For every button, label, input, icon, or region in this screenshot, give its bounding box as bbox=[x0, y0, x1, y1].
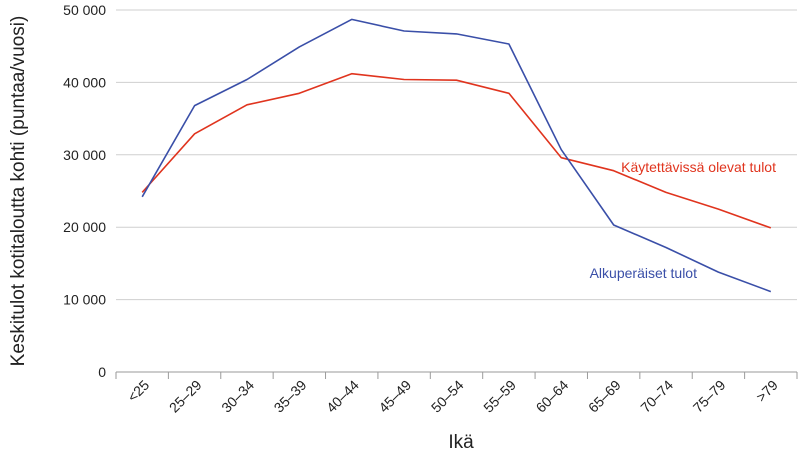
y-axis-ticks: 0 10 000 20 000 30 000 40 000 50 000 bbox=[63, 2, 106, 380]
x-tick-label: 40–44 bbox=[323, 377, 362, 416]
series-line bbox=[141, 18, 772, 293]
y-tick-label: 40 000 bbox=[63, 74, 106, 90]
y-tick-label: 30 000 bbox=[63, 147, 106, 163]
x-tick-label: >79 bbox=[753, 377, 781, 405]
series-label: Alkuperäiset tulot bbox=[590, 265, 698, 281]
y-tick-label: 0 bbox=[98, 364, 106, 380]
x-tick-label: 50–54 bbox=[428, 377, 467, 416]
y-axis-title: Keskitulot kotitaloutta kohti (puntaa/vu… bbox=[8, 16, 29, 367]
x-tick-label: <25 bbox=[124, 377, 152, 405]
x-tick-label: 60–64 bbox=[533, 377, 572, 416]
series-lines bbox=[141, 18, 772, 293]
x-tick-label: 30–34 bbox=[218, 377, 257, 416]
x-tick-label: 70–74 bbox=[637, 377, 676, 416]
x-tick-label: 25–29 bbox=[166, 377, 205, 416]
series-line bbox=[141, 72, 772, 229]
x-axis: <25 25–29 30–34 35–39 40–44 45–49 50–54 55–59 60… bbox=[115, 372, 798, 416]
y-tick-label: 10 000 bbox=[63, 292, 106, 308]
x-tick-label: 65–69 bbox=[585, 377, 624, 416]
x-tick-label: 35–39 bbox=[271, 377, 310, 416]
x-tick-label: 45–49 bbox=[375, 377, 414, 416]
gridlines bbox=[116, 9, 797, 373]
series-label: Käytettävissä olevat tulot bbox=[621, 159, 776, 175]
x-tick-label: 75–79 bbox=[690, 377, 729, 416]
y-tick-label: 20 000 bbox=[63, 219, 106, 235]
y-tick-label: 50 000 bbox=[63, 2, 106, 18]
x-tick-label: 55–59 bbox=[480, 377, 519, 416]
x-axis-title: Ikä bbox=[448, 432, 474, 453]
series-labels: Käytettävissä olevat tulot Alkuperäiset t… bbox=[590, 159, 777, 281]
